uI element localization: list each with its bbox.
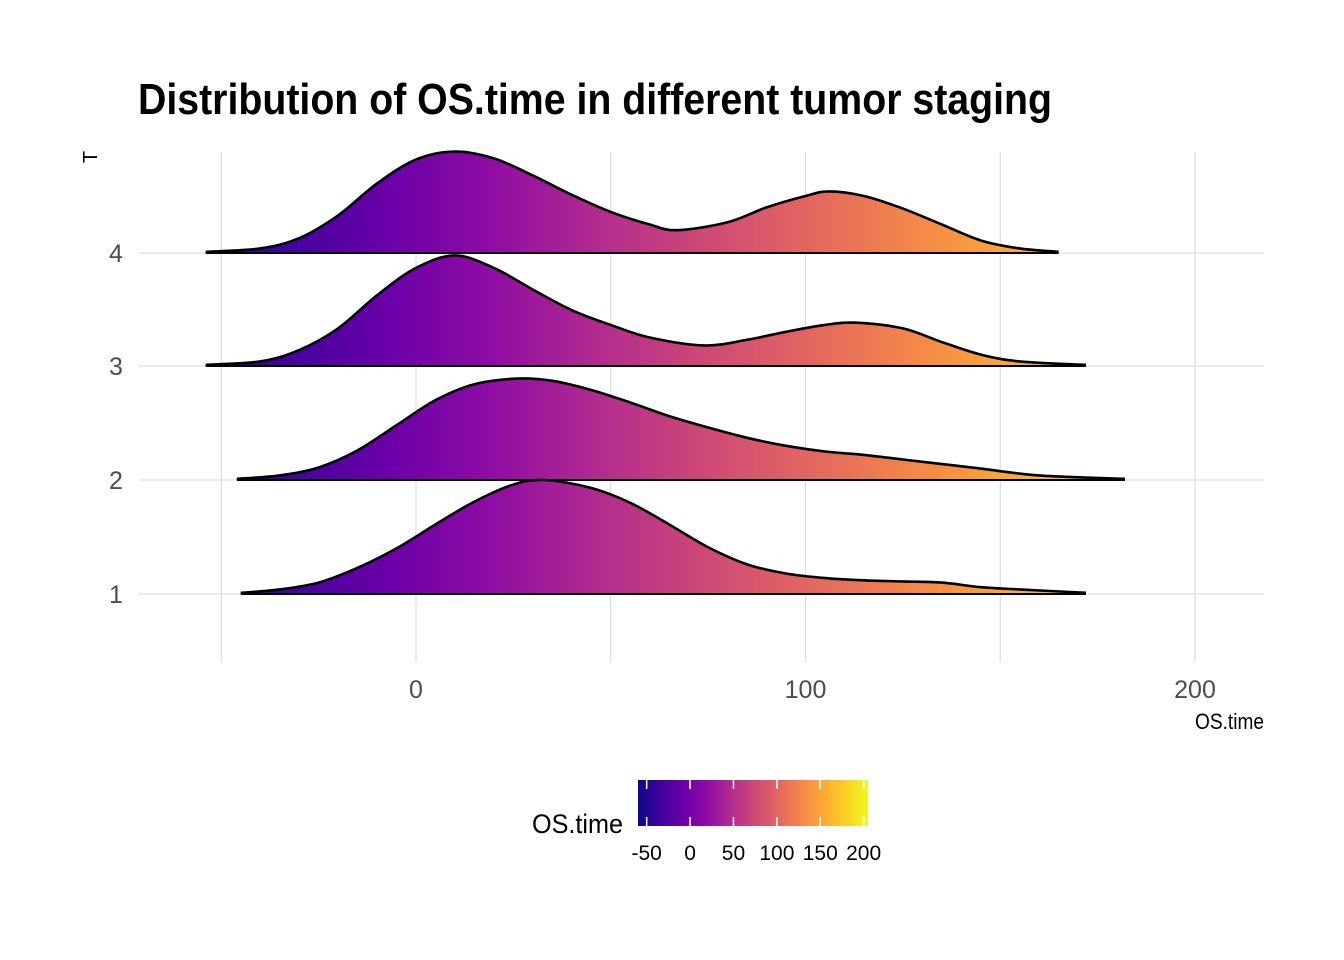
legend-tick-label: 150: [803, 842, 838, 865]
ridge-T1: [240, 478, 1087, 595]
x-tick-label: 200: [1174, 676, 1216, 704]
ridge-fill: [205, 255, 1086, 366]
ridge-outline: [240, 478, 1087, 595]
legend-tick-label: 100: [759, 842, 794, 865]
ridge-T3: [205, 254, 1087, 367]
legend: OS.time -50 0 50 100 150 200: [532, 780, 881, 865]
y-tick-label: 1: [109, 581, 123, 609]
y-tick-label: 3: [109, 353, 123, 381]
legend-tick-label: -50: [631, 842, 661, 865]
ridge-outline: [236, 377, 1125, 481]
ridge-outline: [205, 254, 1087, 367]
y-tick-label: 4: [109, 240, 123, 268]
x-axis-label: OS.time: [1195, 709, 1264, 734]
legend-colorbar: [638, 780, 868, 826]
y-tick-labels: 1 2 3 4: [109, 240, 123, 609]
ridge-fill: [236, 378, 1125, 480]
legend-tick-label: 50: [722, 842, 745, 865]
legend-title: OS.time: [532, 809, 623, 839]
y-tick-label: 2: [109, 467, 123, 495]
ridge-T4: [205, 150, 1059, 254]
y-axis-label: T: [80, 151, 102, 163]
legend-tick-label: 200: [846, 842, 881, 865]
x-tick-label: 100: [785, 676, 827, 704]
ridge-fill: [240, 479, 1086, 594]
ridge-fill: [205, 151, 1059, 253]
chart-title: Distribution of OS.time in different tum…: [138, 75, 1052, 124]
ridges: [205, 150, 1125, 595]
x-tick-labels: 0 100 200: [409, 676, 1216, 704]
legend-tick-label: 0: [684, 842, 696, 865]
ridge-outline: [205, 150, 1059, 254]
x-tick-label: 0: [409, 676, 423, 704]
ridge-T2: [236, 377, 1125, 481]
